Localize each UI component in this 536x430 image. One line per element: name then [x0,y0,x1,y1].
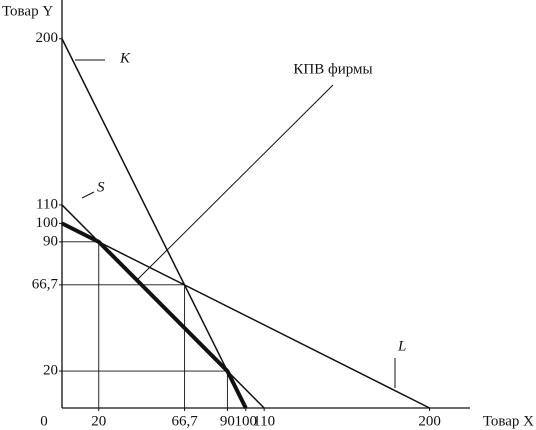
y-tick-label: 66,7 [32,276,59,292]
x-tick-label: 66,7 [171,413,198,429]
x-tick-label: 20 [91,413,106,429]
line [61,38,247,409]
y-tick-label: 100 [36,215,59,231]
series-label: КПВ фирмы [293,61,372,77]
line [61,222,430,409]
origin-label: 0 [40,413,48,429]
x-axis-title: Товар X [483,413,534,429]
series-label: K [119,50,131,66]
series-label: L [397,338,406,354]
y-tick-label: 20 [43,363,58,379]
series-label: S [97,179,105,195]
y-tick-label: 200 [36,30,59,46]
x-tick-label: 90 [220,413,235,429]
y-axis-title: Товар Y [2,3,53,19]
label-leader [136,84,334,281]
ppf-line [61,221,248,409]
x-tick-label: 200 [418,413,441,429]
y-tick-label: 90 [43,233,58,249]
y-tick-label: 110 [36,196,58,212]
x-tick-label: 110 [253,413,275,429]
label-leader [81,191,95,199]
x-tick-label: 100 [235,413,258,429]
